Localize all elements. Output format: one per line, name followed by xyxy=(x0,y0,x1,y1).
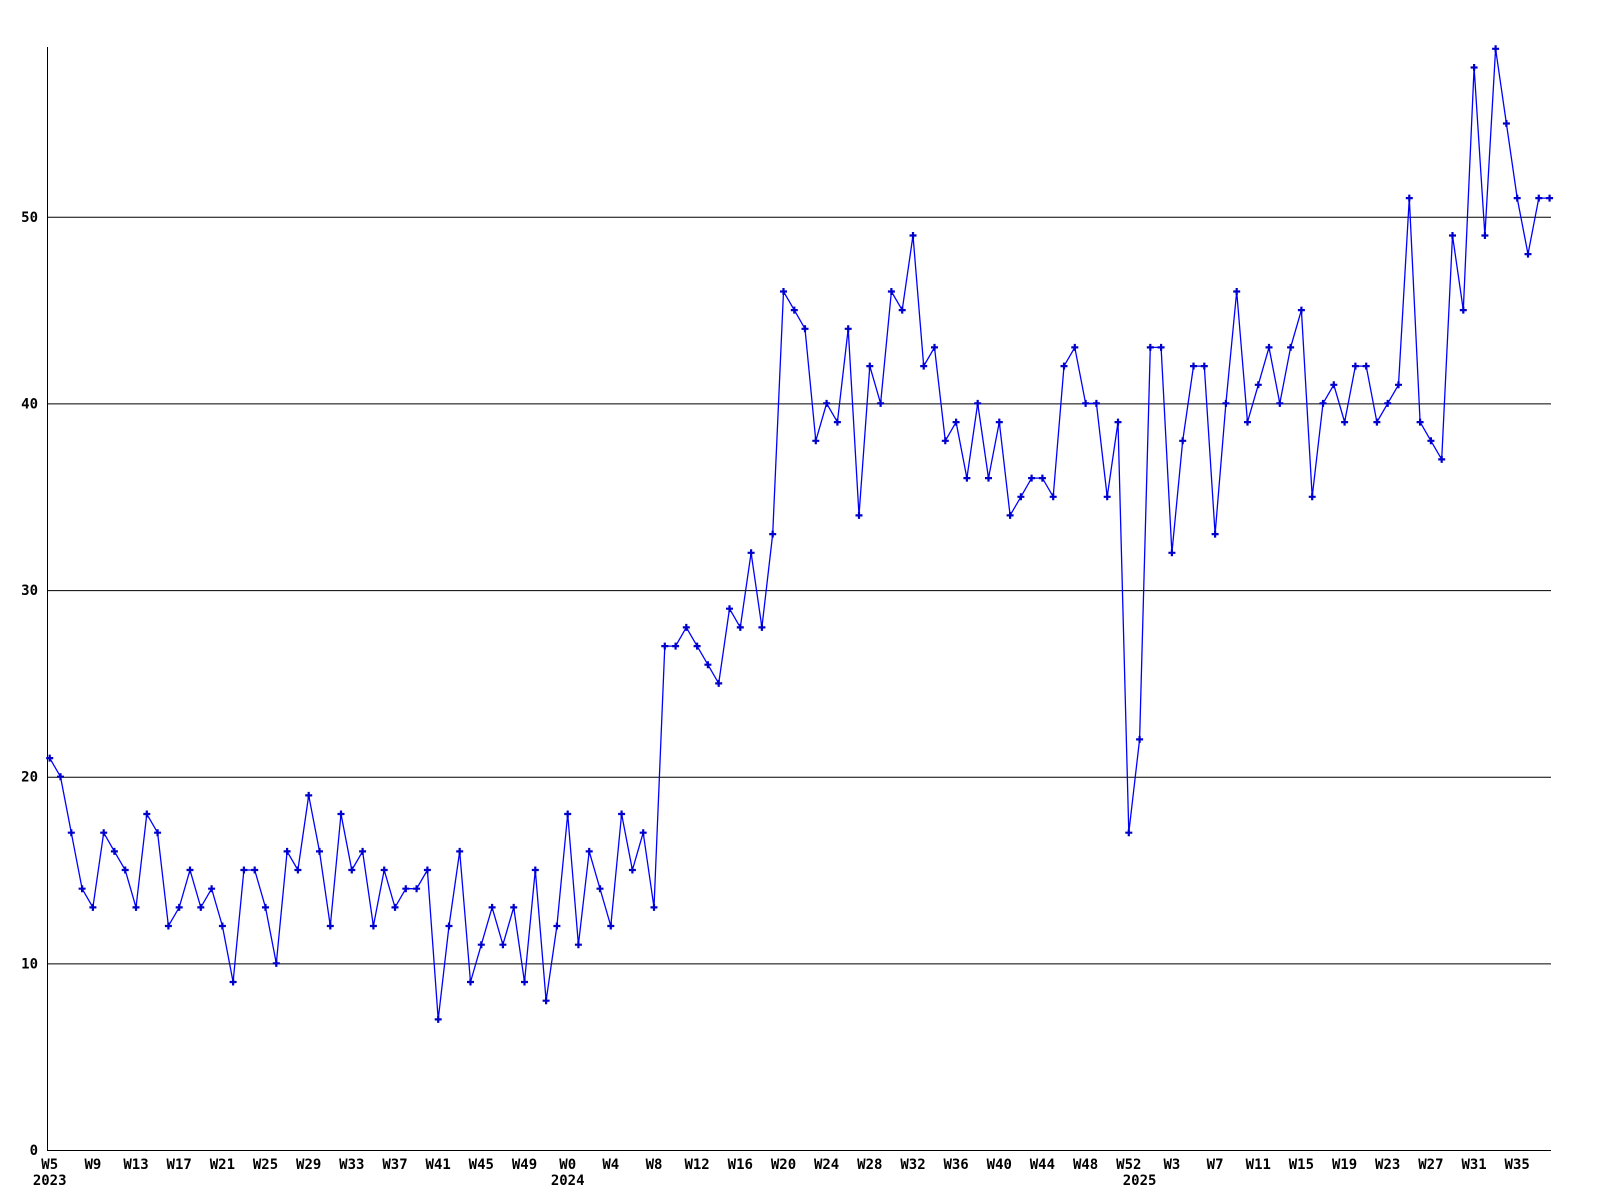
x-tick-label: W41 xyxy=(426,1157,451,1173)
series-line xyxy=(49,48,1550,1020)
x-tick-label: W12 xyxy=(684,1157,709,1173)
x-tick-label: W44 xyxy=(1030,1157,1055,1173)
x-tick-label: W35 xyxy=(1505,1157,1530,1173)
x-tick-label: W45 xyxy=(469,1157,494,1173)
x-tick-label: W17 xyxy=(167,1157,192,1173)
x-tick-label: W28 xyxy=(857,1157,882,1173)
x-tick-label: W23 xyxy=(1375,1157,1400,1173)
x-tick-label: W25 xyxy=(253,1157,278,1173)
x-tick-label: W15 xyxy=(1289,1157,1314,1173)
x-tick-label: W5 xyxy=(41,1157,58,1173)
x-tick-label: W7 xyxy=(1207,1157,1224,1173)
y-tick-label: 50 xyxy=(21,210,38,226)
x-tick-label: W52 xyxy=(1116,1157,1141,1173)
y-tick-label: 20 xyxy=(21,770,38,786)
x-tick-label: W33 xyxy=(339,1157,364,1173)
y-tick-label: 10 xyxy=(21,956,38,972)
x-tick-label: W24 xyxy=(814,1157,839,1173)
x-tick-label: W32 xyxy=(900,1157,925,1173)
series-markers xyxy=(46,45,1554,1023)
y-tick-label: 0 xyxy=(30,1143,38,1159)
x-tick-label: W0 xyxy=(559,1157,576,1173)
x-year-label: 2025 xyxy=(1123,1173,1157,1189)
x-tick-label: W4 xyxy=(602,1157,619,1173)
x-tick-label: W16 xyxy=(728,1157,753,1173)
x-tick-label: W48 xyxy=(1073,1157,1098,1173)
x-tick-label: W8 xyxy=(646,1157,663,1173)
x-tick-label: W3 xyxy=(1163,1157,1180,1173)
x-tick-label: W49 xyxy=(512,1157,537,1173)
x-year-label: 2023 xyxy=(33,1173,67,1189)
x-tick-label: W9 xyxy=(84,1157,101,1173)
x-tick-label: W37 xyxy=(382,1157,407,1173)
x-tick-label: W21 xyxy=(210,1157,235,1173)
x-tick-label: W36 xyxy=(943,1157,968,1173)
x-tick-label: W40 xyxy=(987,1157,1012,1173)
x-tick-label: W27 xyxy=(1418,1157,1443,1173)
x-tick-label: W20 xyxy=(771,1157,796,1173)
x-tick-label: W31 xyxy=(1461,1157,1486,1173)
y-tick-label: 40 xyxy=(21,396,38,412)
x-year-label: 2024 xyxy=(551,1173,585,1189)
x-tick-label: W13 xyxy=(123,1157,148,1173)
y-tick-label: 30 xyxy=(21,583,38,599)
x-tick-label: W29 xyxy=(296,1157,321,1173)
x-tick-label: W11 xyxy=(1246,1157,1271,1173)
x-tick-label: W19 xyxy=(1332,1157,1357,1173)
